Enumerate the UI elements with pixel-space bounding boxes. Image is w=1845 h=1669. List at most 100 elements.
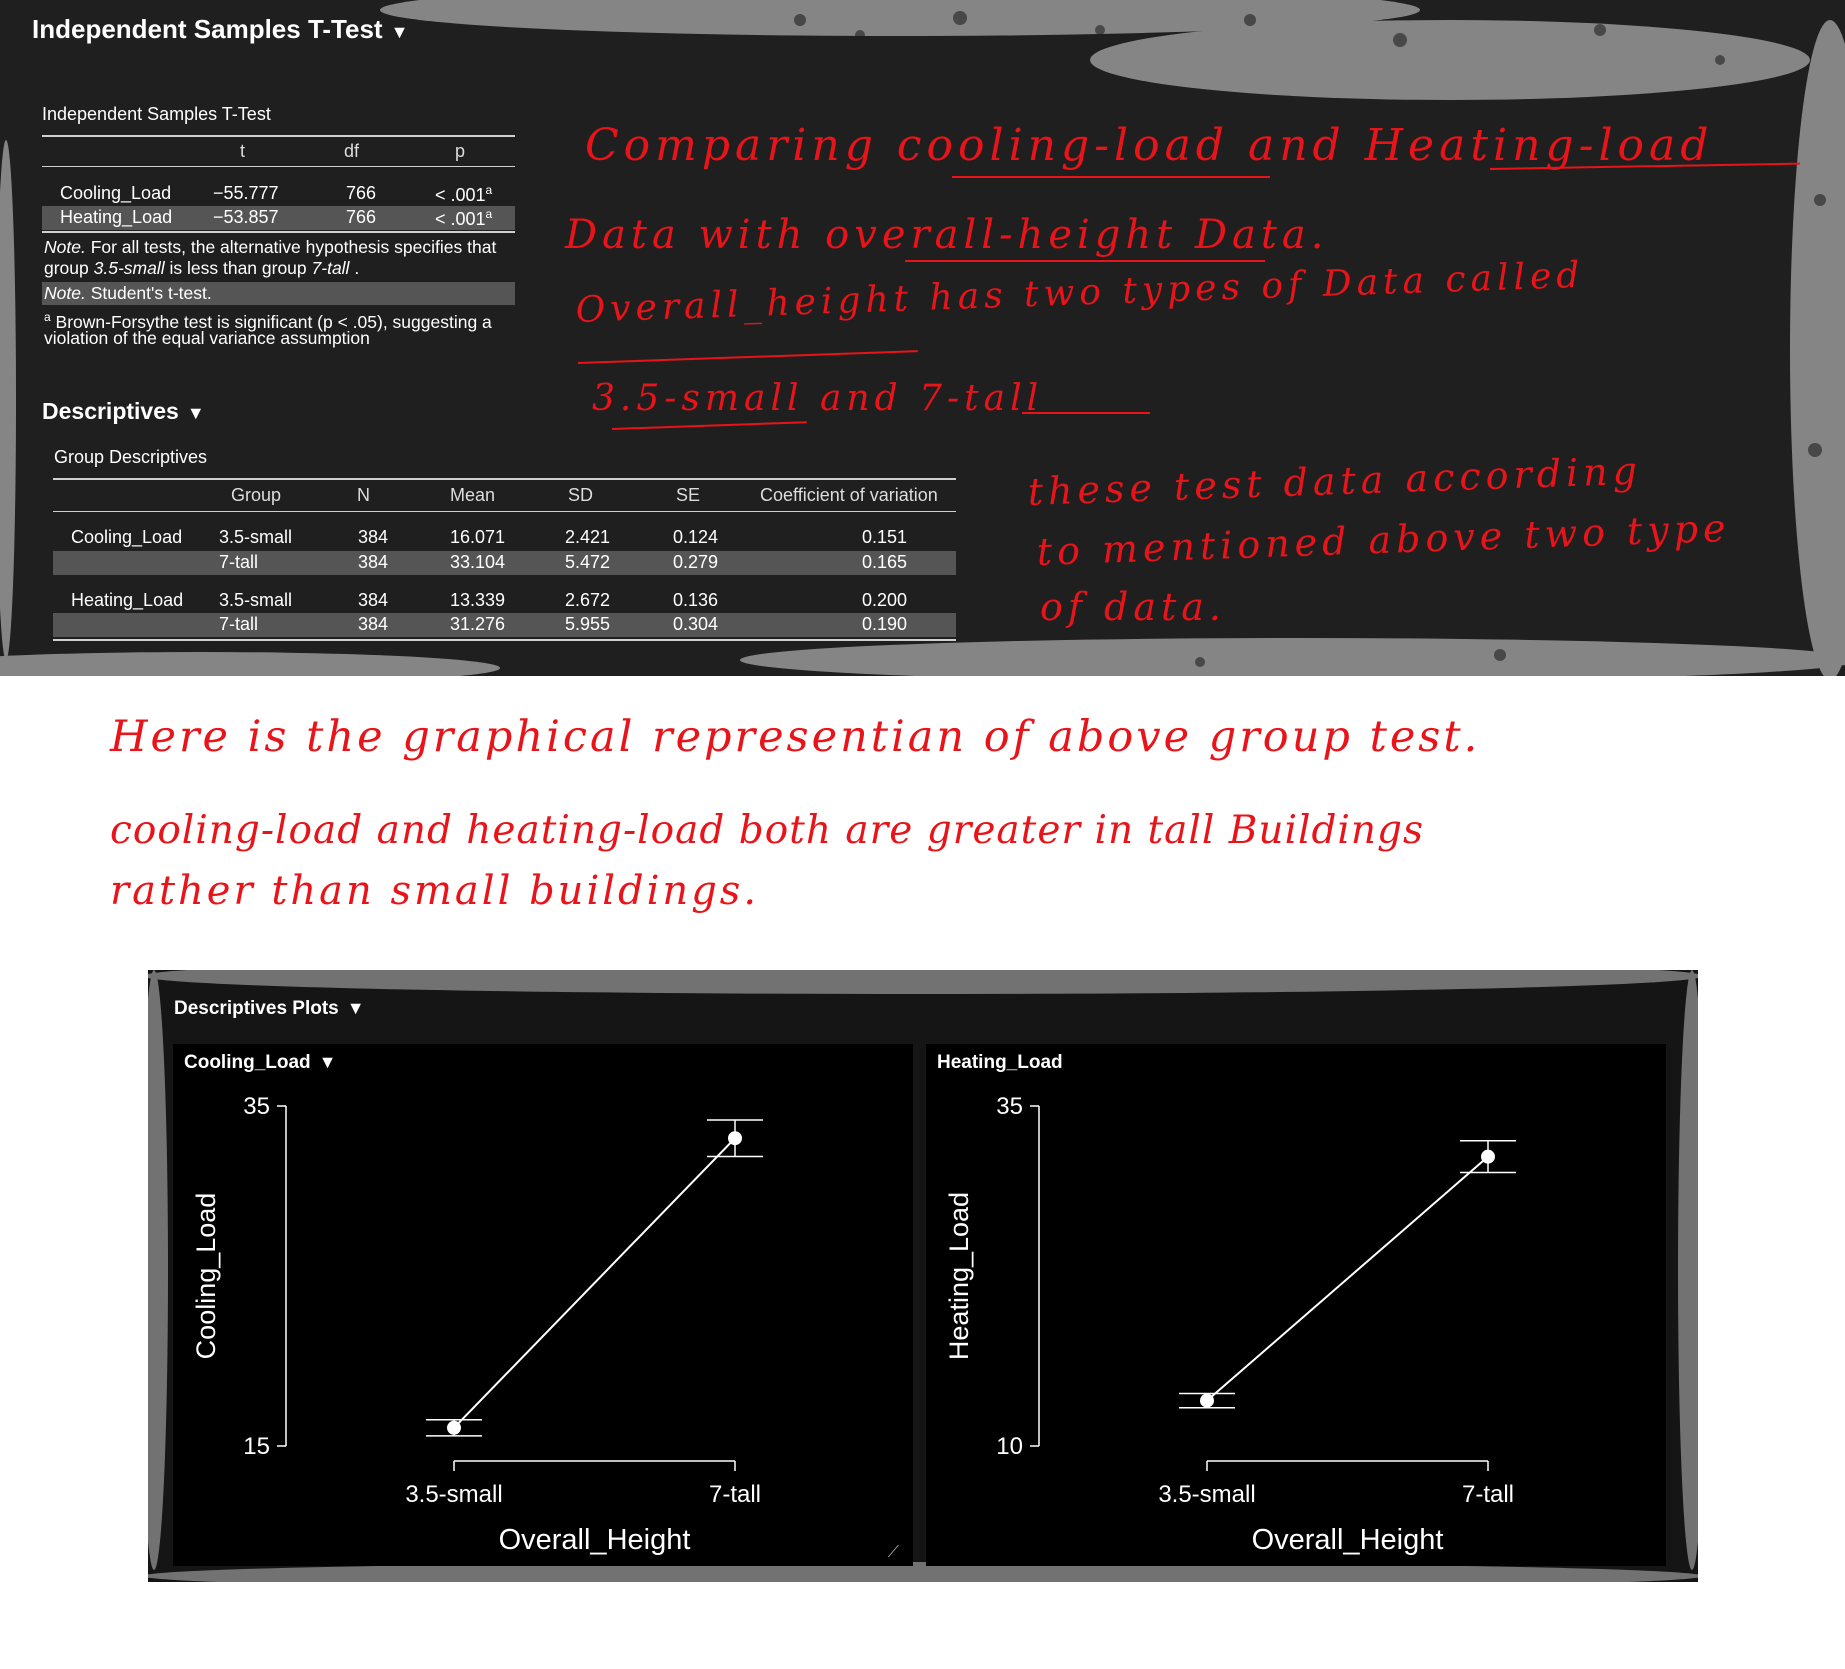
annotation-rather: rather than small buildings. — [110, 868, 760, 914]
table-footnote: a Brown-Forsythe test is significant (p … — [44, 310, 492, 332]
group-value: 7-tall — [219, 614, 259, 634]
row-band — [53, 613, 956, 637]
grunge-border-texture — [0, 0, 1845, 676]
row-name: Heating_Load — [60, 207, 173, 227]
data-point — [728, 1131, 742, 1146]
n-value: 384 — [358, 527, 389, 547]
chevron-down-icon[interactable]: ▼ — [186, 403, 205, 423]
cv-value: 0.165 — [862, 552, 908, 572]
mean-value: 33.104 — [450, 552, 506, 572]
table-bottom-rule — [42, 231, 515, 233]
n-value: 384 — [358, 614, 389, 634]
se-value: 0.136 — [673, 590, 719, 610]
sd-value: 5.472 — [565, 552, 611, 572]
chevron-down-icon[interactable]: ▼ — [390, 22, 409, 42]
table-header-rule — [42, 166, 515, 167]
table-bottom-rule — [53, 639, 956, 641]
se-value: 0.124 — [673, 527, 719, 547]
t-value: −53.857 — [213, 207, 279, 227]
underline — [905, 260, 1265, 262]
cooling-load-plot: Cooling_Load ▼ 35 15 Cooling_Load 3.5-small 7… — [173, 1044, 913, 1566]
annotation-greater: cooling-load and heating-load both are g… — [110, 808, 1424, 853]
cv-value: 0.190 — [862, 614, 908, 634]
sd-value: 5.955 — [565, 614, 611, 634]
chevron-down-icon[interactable]: ▼ — [318, 1052, 337, 1072]
se-value: 0.304 — [673, 614, 719, 634]
annotation-data-with: Data with overall-height Data. — [565, 212, 1329, 258]
row-name: Cooling_Load — [71, 527, 183, 547]
col-header-mean: Mean — [450, 485, 496, 505]
heating-load-plot: Heating_Load 35 10 Heating_Load 3.5-small 7-… — [926, 1044, 1666, 1566]
plot-title: Heating_Load — [937, 1052, 1063, 1073]
ttest-table-title: Independent Samples T-Test — [42, 104, 271, 124]
group-value: 3.5-small — [219, 590, 293, 610]
heating-load-chart: 35 10 Heating_Load 3.5-small 7-tall Overall_H… — [944, 1093, 1516, 1556]
x-axis-title: Overall_Height — [1252, 1524, 1444, 1556]
x-tick-label: 7-tall — [1462, 1481, 1514, 1508]
row-name: Cooling_Load — [60, 183, 172, 203]
underline — [1022, 412, 1150, 414]
x-tick-label: 3.5-small — [405, 1481, 502, 1508]
y-tick-label: 15 — [243, 1433, 270, 1460]
cv-value: 0.200 — [862, 590, 908, 610]
df-value: 766 — [346, 183, 377, 203]
row-band — [42, 206, 515, 230]
group-descriptives-title: Group Descriptives — [54, 447, 208, 467]
se-value: 0.279 — [673, 552, 719, 572]
underline — [952, 176, 1270, 178]
table-header-rule — [53, 511, 956, 512]
descriptives-section-heading[interactable]: Descriptives ▼ — [42, 398, 205, 424]
note-band — [42, 282, 515, 305]
x-tick-label: 3.5-small — [1158, 1481, 1255, 1508]
table-top-rule — [42, 135, 515, 137]
table-footnote-line2: violation of the equal variance assumpti… — [44, 328, 370, 348]
y-tick-label: 35 — [243, 1093, 270, 1120]
table-note-line2: group 3.5-small is less than group 7-tal… — [44, 258, 360, 278]
x-axis-title: Overall_Height — [499, 1524, 691, 1556]
p-value: < .001a — [435, 207, 493, 229]
cv-value: 0.151 — [862, 527, 908, 547]
plot-title[interactable]: Cooling_Load ▼ — [184, 1052, 337, 1073]
y-tick-label: 35 — [996, 1093, 1023, 1120]
ttest-section-heading[interactable]: Independent Samples T-Test ▼ — [32, 14, 409, 44]
n-value: 384 — [358, 590, 389, 610]
y-axis-title: Heating_Load — [944, 1192, 974, 1360]
col-header-p: p — [455, 141, 466, 161]
df-value: 766 — [346, 207, 377, 227]
cooling-load-chart: 35 15 Cooling_Load 3.5-small 7-tall Overall_H… — [191, 1093, 763, 1556]
table-note: Note. For all tests, the alternative hyp… — [44, 237, 497, 257]
mean-value: 31.276 — [450, 614, 506, 634]
table-note-student: Note. Student's t-test. — [44, 283, 212, 303]
annotation-comparing: Comparing cooling-load and Heating-load — [585, 120, 1714, 171]
grunge-border-texture — [148, 970, 1698, 1582]
col-header-n: N — [357, 485, 370, 505]
annotation-groups: 3.5-small and 7-tall — [592, 378, 1044, 419]
t-value: −55.777 — [213, 183, 279, 203]
resize-grip-icon[interactable]: ⟋ — [887, 1544, 899, 1561]
col-header-cv: Coefficient of variation — [760, 485, 938, 505]
group-value: 3.5-small — [219, 527, 293, 547]
results-panel: Independent Samples T-Test ▼ Independent … — [0, 0, 1845, 676]
sd-value: 2.421 — [565, 527, 611, 547]
series-line — [1206, 1155, 1489, 1402]
annotation-graphical: Here is the graphical representian of ab… — [110, 712, 1481, 762]
col-header-df: df — [344, 141, 360, 161]
n-value: 384 — [358, 552, 389, 572]
p-value: < .001a — [435, 183, 493, 205]
col-header-se: SE — [676, 485, 701, 505]
series-line — [453, 1137, 736, 1429]
data-point — [447, 1420, 461, 1435]
x-tick-label: 7-tall — [709, 1481, 761, 1508]
annotation-of-data: of data. — [1040, 585, 1227, 629]
col-header-group: Group — [231, 485, 282, 505]
data-point — [1481, 1149, 1495, 1164]
col-header-t: t — [240, 141, 246, 161]
mean-value: 13.339 — [450, 590, 506, 610]
descriptives-plots-heading[interactable]: Descriptives Plots ▼ — [174, 998, 365, 1019]
row-band — [53, 551, 956, 575]
mean-value: 16.071 — [450, 527, 506, 547]
chevron-down-icon[interactable]: ▼ — [346, 998, 365, 1018]
col-header-sd: SD — [568, 485, 594, 505]
sd-value: 2.672 — [565, 590, 611, 610]
table-top-rule — [53, 478, 956, 480]
